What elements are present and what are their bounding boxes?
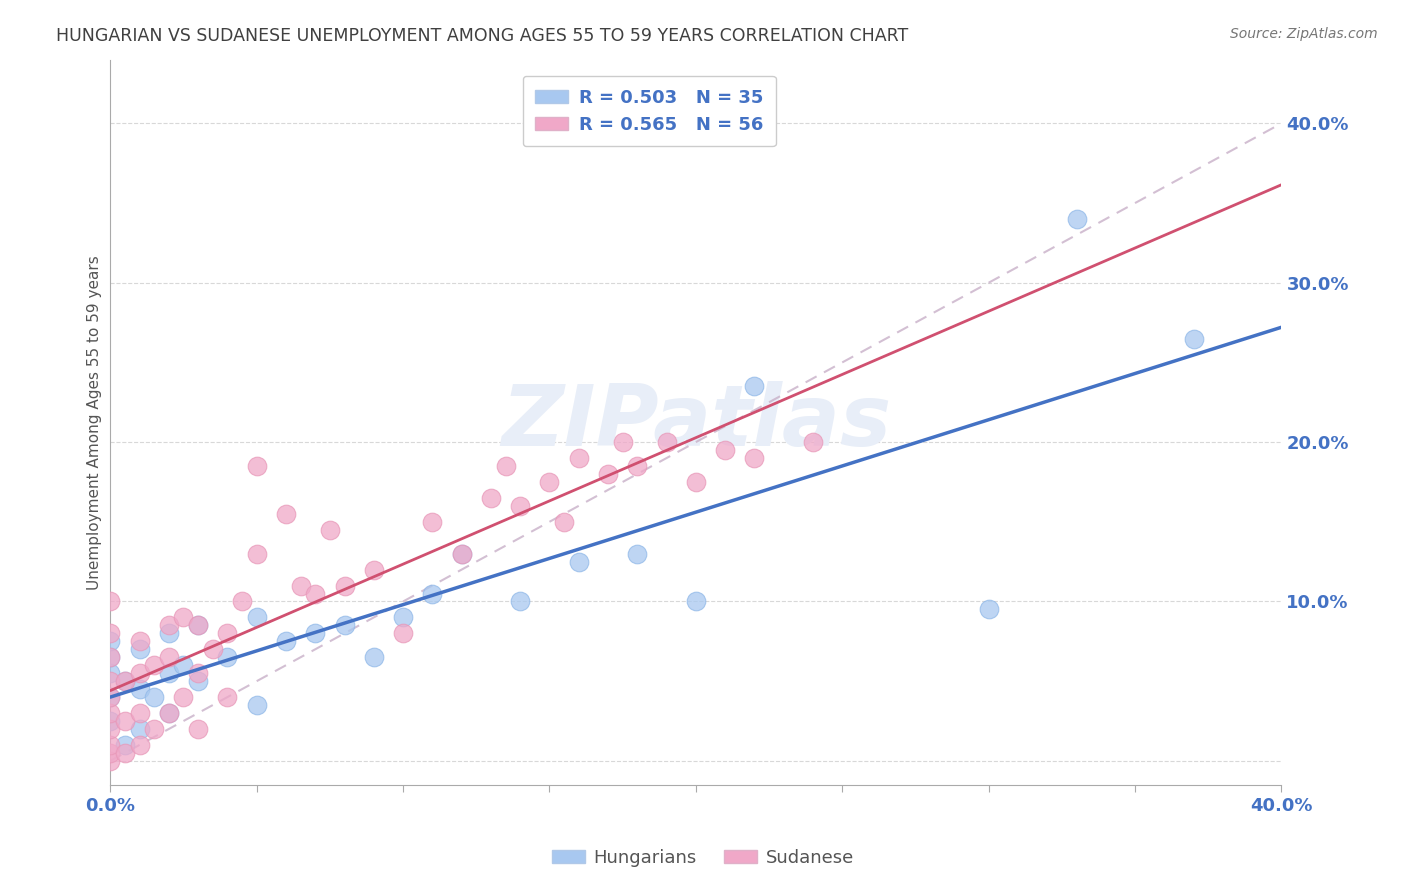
Point bbox=[98, 746, 121, 760]
Point bbox=[304, 626, 326, 640]
Point bbox=[363, 650, 385, 665]
Point bbox=[304, 586, 326, 600]
Point bbox=[246, 698, 269, 712]
Point bbox=[568, 450, 591, 465]
Point bbox=[98, 722, 121, 736]
Point bbox=[98, 634, 121, 648]
Point bbox=[509, 594, 531, 608]
Point bbox=[98, 690, 121, 705]
Point bbox=[128, 722, 150, 736]
Point bbox=[363, 563, 385, 577]
Point bbox=[98, 650, 121, 665]
Point bbox=[538, 475, 561, 489]
Point bbox=[744, 450, 766, 465]
Point bbox=[714, 443, 737, 458]
Point bbox=[231, 594, 253, 608]
Point bbox=[568, 555, 591, 569]
Point bbox=[201, 642, 224, 657]
Point bbox=[187, 618, 209, 632]
Point bbox=[143, 658, 166, 673]
Point bbox=[128, 738, 150, 752]
Point bbox=[450, 547, 472, 561]
Point bbox=[509, 499, 531, 513]
Point bbox=[98, 690, 121, 705]
Point bbox=[553, 515, 575, 529]
Point bbox=[157, 618, 180, 632]
Point bbox=[128, 642, 150, 657]
Text: HUNGARIAN VS SUDANESE UNEMPLOYMENT AMONG AGES 55 TO 59 YEARS CORRELATION CHART: HUNGARIAN VS SUDANESE UNEMPLOYMENT AMONG… bbox=[56, 27, 908, 45]
Point bbox=[333, 578, 356, 592]
Point bbox=[143, 722, 166, 736]
Point bbox=[1066, 211, 1088, 226]
Point bbox=[290, 578, 312, 592]
Point bbox=[319, 523, 342, 537]
Point bbox=[128, 666, 150, 681]
Point bbox=[450, 547, 472, 561]
Point bbox=[333, 618, 356, 632]
Point bbox=[114, 738, 136, 752]
Point bbox=[114, 714, 136, 728]
Point bbox=[685, 475, 707, 489]
Point bbox=[114, 746, 136, 760]
Point bbox=[98, 738, 121, 752]
Point bbox=[157, 626, 180, 640]
Point bbox=[801, 435, 824, 450]
Point bbox=[422, 586, 444, 600]
Point bbox=[173, 690, 195, 705]
Point bbox=[596, 467, 619, 481]
Point bbox=[98, 754, 121, 768]
Point bbox=[246, 547, 269, 561]
Point bbox=[187, 666, 209, 681]
Point bbox=[187, 618, 209, 632]
Point bbox=[626, 458, 648, 473]
Point bbox=[173, 658, 195, 673]
Point bbox=[98, 714, 121, 728]
Y-axis label: Unemployment Among Ages 55 to 59 years: Unemployment Among Ages 55 to 59 years bbox=[87, 255, 101, 590]
Point bbox=[217, 690, 239, 705]
Point bbox=[246, 610, 269, 624]
Legend: R = 0.503   N = 35, R = 0.565   N = 56: R = 0.503 N = 35, R = 0.565 N = 56 bbox=[523, 76, 776, 146]
Text: ZIPatlas: ZIPatlas bbox=[501, 381, 891, 464]
Point bbox=[626, 547, 648, 561]
Point bbox=[977, 602, 1000, 616]
Point bbox=[98, 706, 121, 720]
Point bbox=[246, 458, 269, 473]
Point bbox=[187, 674, 209, 689]
Point bbox=[392, 626, 415, 640]
Point bbox=[98, 626, 121, 640]
Point bbox=[98, 674, 121, 689]
Text: Source: ZipAtlas.com: Source: ZipAtlas.com bbox=[1230, 27, 1378, 41]
Point bbox=[612, 435, 634, 450]
Point bbox=[98, 594, 121, 608]
Point bbox=[479, 491, 502, 505]
Point bbox=[392, 610, 415, 624]
Point bbox=[157, 650, 180, 665]
Point bbox=[274, 634, 297, 648]
Point bbox=[685, 594, 707, 608]
Point bbox=[157, 706, 180, 720]
Point bbox=[274, 507, 297, 521]
Point bbox=[1182, 331, 1205, 345]
Point bbox=[114, 674, 136, 689]
Point bbox=[98, 666, 121, 681]
Point bbox=[128, 682, 150, 697]
Point bbox=[143, 690, 166, 705]
Point bbox=[128, 634, 150, 648]
Point bbox=[422, 515, 444, 529]
Point bbox=[655, 435, 678, 450]
Point bbox=[217, 650, 239, 665]
Point bbox=[98, 650, 121, 665]
Point bbox=[173, 610, 195, 624]
Legend: Hungarians, Sudanese: Hungarians, Sudanese bbox=[546, 842, 860, 874]
Point bbox=[157, 706, 180, 720]
Point bbox=[187, 722, 209, 736]
Point bbox=[114, 674, 136, 689]
Point bbox=[217, 626, 239, 640]
Point bbox=[744, 379, 766, 393]
Point bbox=[128, 706, 150, 720]
Point bbox=[495, 458, 517, 473]
Point bbox=[157, 666, 180, 681]
